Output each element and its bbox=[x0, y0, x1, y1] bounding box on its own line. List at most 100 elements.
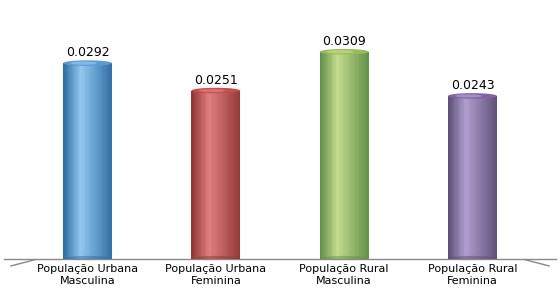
Bar bbox=[477, 96, 479, 259]
Bar bbox=[343, 52, 344, 259]
Bar bbox=[480, 96, 481, 259]
Bar bbox=[227, 90, 228, 259]
Bar bbox=[226, 90, 227, 259]
Bar bbox=[468, 96, 469, 259]
Bar bbox=[205, 90, 206, 259]
Bar bbox=[324, 52, 325, 259]
Bar bbox=[339, 52, 340, 259]
Bar bbox=[494, 96, 496, 259]
Bar bbox=[193, 90, 194, 259]
Ellipse shape bbox=[192, 88, 240, 93]
Bar bbox=[335, 52, 337, 259]
Bar bbox=[83, 63, 84, 259]
Bar bbox=[86, 63, 87, 259]
Ellipse shape bbox=[63, 256, 112, 262]
Bar bbox=[199, 90, 200, 259]
Bar bbox=[210, 90, 211, 259]
Bar bbox=[232, 90, 233, 259]
Bar bbox=[496, 96, 497, 259]
Bar bbox=[464, 96, 465, 259]
Bar bbox=[87, 63, 89, 259]
Bar bbox=[460, 96, 461, 259]
Bar bbox=[449, 96, 450, 259]
Bar bbox=[344, 52, 346, 259]
Bar bbox=[353, 52, 354, 259]
Bar bbox=[197, 90, 198, 259]
Bar bbox=[321, 52, 322, 259]
Bar bbox=[66, 63, 67, 259]
Bar bbox=[200, 90, 201, 259]
Ellipse shape bbox=[320, 256, 368, 262]
Bar bbox=[487, 96, 488, 259]
Bar bbox=[220, 90, 221, 259]
Bar bbox=[71, 63, 72, 259]
Bar bbox=[367, 52, 368, 259]
Bar bbox=[482, 96, 483, 259]
Bar bbox=[465, 96, 466, 259]
Bar bbox=[107, 63, 108, 259]
Bar bbox=[320, 52, 321, 259]
Bar bbox=[90, 63, 91, 259]
Bar bbox=[229, 90, 231, 259]
Text: 0.0243: 0.0243 bbox=[451, 79, 494, 92]
Bar bbox=[363, 52, 365, 259]
Bar bbox=[450, 96, 452, 259]
Bar bbox=[327, 52, 328, 259]
Bar bbox=[455, 96, 456, 259]
Bar bbox=[218, 90, 220, 259]
Text: 0.0251: 0.0251 bbox=[194, 74, 238, 86]
Bar bbox=[469, 96, 470, 259]
Bar bbox=[342, 52, 343, 259]
Bar bbox=[108, 63, 110, 259]
Bar bbox=[192, 90, 193, 259]
Bar bbox=[340, 52, 342, 259]
Bar bbox=[99, 63, 100, 259]
Bar bbox=[223, 90, 225, 259]
Bar bbox=[203, 90, 204, 259]
Bar bbox=[76, 63, 77, 259]
Bar bbox=[91, 63, 92, 259]
Bar bbox=[493, 96, 494, 259]
Bar bbox=[81, 63, 83, 259]
Bar bbox=[466, 96, 468, 259]
Bar bbox=[352, 52, 353, 259]
Bar bbox=[483, 96, 484, 259]
Bar bbox=[475, 96, 476, 259]
Bar bbox=[479, 96, 480, 259]
Bar bbox=[459, 96, 460, 259]
Bar bbox=[489, 96, 491, 259]
Bar bbox=[331, 52, 332, 259]
Bar bbox=[194, 90, 195, 259]
Ellipse shape bbox=[455, 94, 482, 98]
Bar bbox=[212, 90, 213, 259]
Bar bbox=[217, 90, 218, 259]
Ellipse shape bbox=[448, 93, 497, 99]
Bar bbox=[92, 63, 94, 259]
Bar bbox=[110, 63, 111, 259]
Bar bbox=[198, 90, 199, 259]
Bar bbox=[348, 52, 349, 259]
Bar bbox=[63, 63, 64, 259]
Bar bbox=[236, 90, 238, 259]
Bar bbox=[74, 63, 76, 259]
Bar bbox=[67, 63, 68, 259]
Ellipse shape bbox=[70, 61, 97, 65]
Bar bbox=[470, 96, 471, 259]
Bar bbox=[235, 90, 236, 259]
Text: 0.0309: 0.0309 bbox=[322, 35, 366, 48]
Bar bbox=[347, 52, 348, 259]
Bar bbox=[453, 96, 454, 259]
Bar bbox=[102, 63, 104, 259]
Bar bbox=[78, 63, 79, 259]
Ellipse shape bbox=[63, 60, 112, 66]
Bar bbox=[100, 63, 101, 259]
Bar bbox=[106, 63, 107, 259]
Bar bbox=[463, 96, 464, 259]
Bar bbox=[359, 52, 360, 259]
Bar bbox=[68, 63, 69, 259]
Bar bbox=[208, 90, 210, 259]
Bar bbox=[96, 63, 97, 259]
Bar bbox=[481, 96, 482, 259]
Bar bbox=[231, 90, 232, 259]
Bar bbox=[216, 90, 217, 259]
